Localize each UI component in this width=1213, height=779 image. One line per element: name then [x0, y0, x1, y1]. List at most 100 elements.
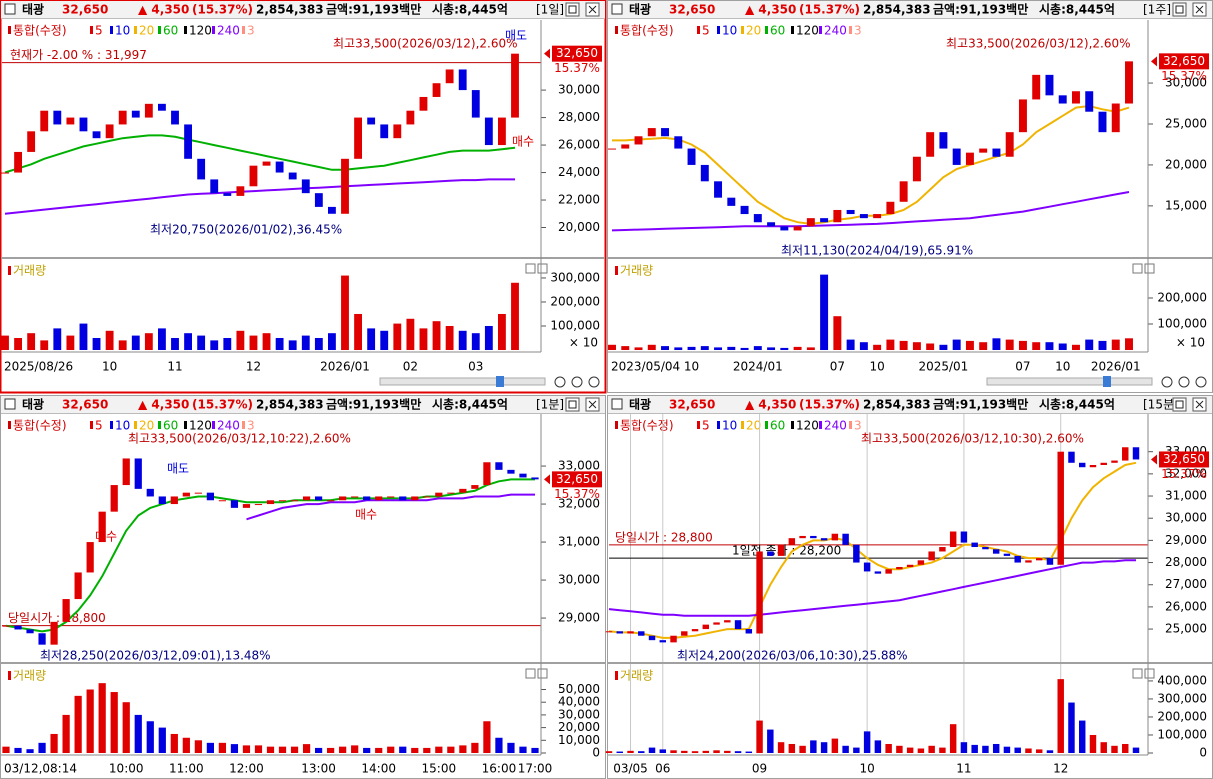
- panel-button[interactable]: [537, 668, 548, 679]
- volume-tick-label: 10,000: [558, 733, 600, 747]
- legend-swatch: [158, 26, 161, 34]
- volume-bar: [131, 335, 140, 350]
- max-button[interactable]: [565, 2, 580, 17]
- header-bar: [608, 1, 1212, 18]
- candle: [1057, 451, 1064, 565]
- max-button[interactable]: [1172, 397, 1187, 412]
- volume-bar: [1111, 745, 1118, 753]
- volume-bar: [419, 328, 428, 350]
- panel-button[interactable]: [1144, 263, 1155, 274]
- scroll-thumb[interactable]: [496, 376, 504, 387]
- volume-bar: [605, 751, 613, 753]
- checkbox[interactable]: [611, 398, 623, 410]
- volume-bar: [314, 337, 323, 350]
- x-tick-label: 10: [859, 762, 874, 776]
- candle: [727, 197, 736, 206]
- candle: [874, 571, 882, 574]
- x-tick-label: 2026/01: [320, 360, 370, 374]
- volume-bar: [714, 347, 723, 350]
- volume-tick-label: 300,000: [1157, 691, 1207, 705]
- candle: [949, 531, 957, 548]
- volume-label-swatch: [8, 671, 11, 680]
- candle: [79, 117, 88, 132]
- legend-swatch: [615, 26, 618, 34]
- x-tick-label: 07: [1015, 360, 1030, 374]
- legend-label: 통합(수정): [13, 419, 67, 433]
- zoom-button[interactable]: [571, 376, 583, 388]
- volume-bar: [820, 274, 829, 350]
- candle: [27, 131, 36, 152]
- x-tick-label: 15:00: [422, 762, 457, 776]
- header-price: 32,650: [62, 398, 108, 412]
- volume-bar: [1003, 746, 1011, 753]
- max-button[interactable]: [1172, 2, 1187, 17]
- checkbox[interactable]: [4, 398, 16, 410]
- max-button[interactable]: [565, 397, 580, 412]
- candle: [886, 201, 895, 215]
- y-tick-label: 25,000: [1165, 622, 1207, 636]
- panel-button[interactable]: [537, 263, 548, 274]
- volume-bar: [380, 330, 389, 350]
- candle: [806, 218, 815, 227]
- panel-button[interactable]: [1132, 263, 1143, 274]
- candle: [74, 572, 82, 600]
- scroll-track[interactable]: [379, 377, 546, 386]
- volume-label: 거래량: [13, 264, 46, 278]
- candle: [700, 164, 709, 182]
- x-tick-label: 2025/01: [918, 360, 968, 374]
- candle: [1085, 91, 1094, 112]
- volume-bar: [687, 346, 696, 350]
- panel-button[interactable]: [525, 668, 536, 679]
- chart-panel: 태광 32,650 ▲ 4,350 (15.37%) 2,854,383 금액:91,19…: [605, 395, 1213, 779]
- button-icon: [588, 5, 597, 14]
- zoom-button[interactable]: [1195, 376, 1207, 388]
- volume-tick-label: 300,000: [550, 270, 600, 284]
- volume-bar: [700, 346, 709, 350]
- volume-bar: [495, 737, 503, 753]
- candle: [1014, 555, 1021, 563]
- legend-swatch: [212, 421, 215, 429]
- zoom-button[interactable]: [554, 376, 566, 388]
- volume-bar: [262, 333, 271, 350]
- candle: [896, 566, 903, 570]
- volume-bar: [853, 747, 860, 753]
- moving-average: [608, 559, 1136, 617]
- zoom-button[interactable]: [1161, 376, 1173, 388]
- panel-frame: [607, 0, 1213, 393]
- volume-bar: [648, 747, 656, 753]
- legend-swatch: [765, 26, 768, 34]
- legend-swatch: [791, 26, 794, 34]
- x-tick-label: 16:00: [482, 762, 517, 776]
- price-tag-rate: 15.37%: [554, 487, 600, 501]
- checkbox[interactable]: [611, 3, 623, 15]
- volume-bar: [328, 333, 336, 350]
- header-volume: 2,854,383: [256, 3, 324, 17]
- legend-label: 10: [722, 419, 737, 433]
- candle: [873, 214, 882, 219]
- candle: [659, 640, 667, 643]
- candle: [531, 477, 539, 480]
- panel-button[interactable]: [525, 263, 536, 274]
- zoom-button[interactable]: [1178, 376, 1190, 388]
- volume-unit: × 10: [569, 336, 598, 350]
- scroll-track[interactable]: [986, 377, 1153, 386]
- panel-button[interactable]: [1144, 668, 1155, 679]
- volume-bar: [982, 745, 989, 753]
- scroll-thumb[interactable]: [1103, 376, 1111, 387]
- volume-bar: [745, 751, 753, 753]
- button-icon: [1195, 5, 1204, 14]
- candle: [354, 117, 362, 159]
- y-tick-label: 22,000: [558, 193, 600, 207]
- annotation: 매도: [167, 462, 189, 476]
- zoom-button[interactable]: [588, 376, 600, 388]
- panel-button[interactable]: [1132, 668, 1143, 679]
- volume-bar: [740, 347, 749, 350]
- volume-tick-label: 400,000: [1157, 673, 1207, 687]
- header-price: 32,650: [669, 3, 715, 17]
- volume-bar: [1005, 339, 1014, 350]
- price-tag-arrow: [1151, 454, 1157, 465]
- checkbox[interactable]: [4, 3, 16, 15]
- volume-bar: [767, 729, 774, 753]
- price-tag: [552, 471, 602, 488]
